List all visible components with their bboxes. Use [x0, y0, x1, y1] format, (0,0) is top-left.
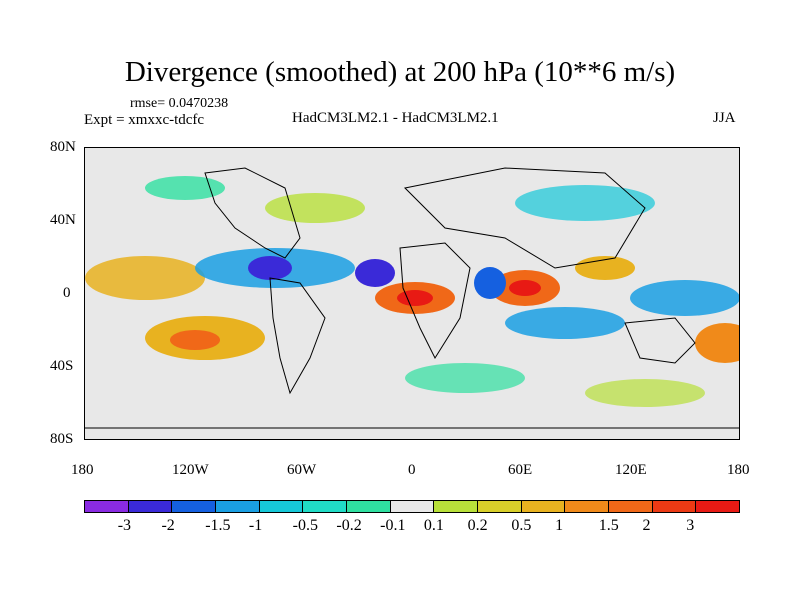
- y-tick-40s: 40S: [50, 358, 74, 374]
- field-blob: [505, 307, 625, 339]
- field-blob: [405, 363, 525, 393]
- coastline-north-america: [204, 167, 301, 259]
- x-tick-180e: 180: [727, 462, 750, 478]
- coastline-eurasia: [403, 167, 646, 269]
- colorbar-label: 0.5: [511, 517, 532, 534]
- colorbar-label: -1: [248, 517, 263, 534]
- x-tick-0: 0: [408, 462, 416, 478]
- colorbar-label: 2: [642, 517, 651, 534]
- field-blob: [630, 280, 739, 316]
- colorbar-label: 1: [555, 517, 564, 534]
- colorbar-cell: [347, 501, 391, 512]
- colorbar-cell: [216, 501, 260, 512]
- colorbar-label: 3: [686, 517, 695, 534]
- x-tick-120w: 120W: [172, 462, 209, 478]
- colorbar-label: -0.2: [336, 517, 362, 534]
- rmse-label: rmse= 0.0470238: [130, 96, 229, 111]
- colorbar-label: 1.5: [598, 517, 619, 534]
- colorbar-cell: [521, 501, 566, 512]
- colorbar-cell: [478, 501, 522, 512]
- colorbar-label: -2: [161, 517, 175, 534]
- colorbar-label: -1.5: [205, 517, 231, 534]
- colorbar-label: 0.2: [467, 517, 488, 534]
- field-blob: [355, 259, 395, 287]
- experiment-label: Expt = xmxxc-tdcfc: [84, 112, 205, 128]
- colorbar-cell: [303, 501, 348, 512]
- coastline-south-america: [269, 277, 326, 395]
- y-tick-80s: 80S: [50, 431, 74, 447]
- field-blob: [397, 290, 433, 306]
- field-blob: [515, 185, 655, 221]
- field-blob: [85, 256, 205, 300]
- colorbar-cell: [390, 501, 435, 512]
- colorbar-label: -0.5: [292, 517, 318, 534]
- x-tick-60e: 60E: [508, 462, 533, 478]
- colorbar-cell: [85, 501, 129, 512]
- y-tick-0: 0: [63, 285, 71, 301]
- colorbar-label: -3: [117, 517, 132, 534]
- field-blob: [145, 176, 225, 200]
- colorbar-label: -0.1: [380, 517, 406, 534]
- colorbar-cell: [696, 501, 740, 512]
- colorbar-label: 0.1: [423, 517, 444, 534]
- field-blob: [585, 379, 705, 407]
- season-label: JJA: [713, 110, 736, 126]
- colorbar-cell: [565, 501, 610, 512]
- colorbar-cell: [609, 501, 653, 512]
- colorbar-cell: [259, 501, 304, 512]
- y-tick-40n: 40N: [50, 212, 76, 228]
- map-plot: [85, 148, 739, 439]
- colorbar-cell: [128, 501, 173, 512]
- x-tick-60w: 60W: [287, 462, 317, 478]
- x-tick-180w: 180: [71, 462, 94, 478]
- field-blob: [509, 280, 541, 296]
- x-tick-120e: 120E: [615, 462, 647, 478]
- divergence-map: [84, 147, 740, 440]
- colorbar-cell: [172, 501, 217, 512]
- field-blob: [248, 256, 292, 280]
- colorbar: [84, 500, 740, 513]
- chart-title: Divergence (smoothed) at 200 hPa (10**6 …: [124, 56, 676, 88]
- field-blob: [695, 323, 739, 363]
- model-comparison-label: HadCM3LM2.1 - HadCM3LM2.1: [292, 110, 499, 126]
- y-tick-80n: 80N: [50, 139, 76, 155]
- colorbar-cell: [652, 501, 697, 512]
- field-blob: [474, 267, 506, 299]
- coastline-australia: [624, 317, 696, 364]
- coastline-africa: [399, 242, 471, 360]
- field-blob: [170, 330, 220, 350]
- colorbar-cell: [434, 501, 479, 512]
- field-blob: [265, 193, 365, 223]
